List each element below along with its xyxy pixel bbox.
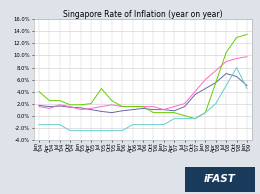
Text: iFAST: iFAST: [204, 174, 236, 184]
Title: Singapore Rate of Inflation (year on year): Singapore Rate of Inflation (year on yea…: [63, 10, 223, 19]
